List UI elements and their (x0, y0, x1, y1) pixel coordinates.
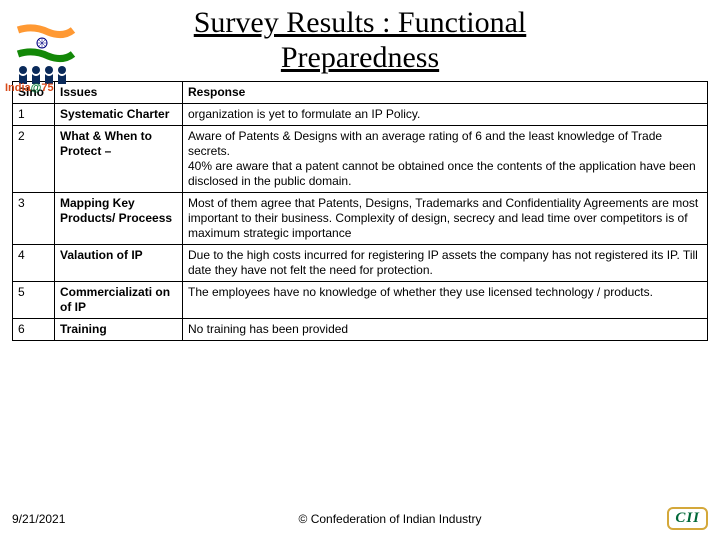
india-at-75-text: India@75 (5, 82, 54, 94)
cell-response: organization is yet to formulate an IP P… (183, 104, 708, 126)
page-title: Survey Results : Functional Preparedness (0, 0, 720, 81)
header-response: Response (183, 82, 708, 104)
survey-table-container: Slno Issues Response 1 Systematic Charte… (0, 81, 720, 341)
cell-slno: 3 (13, 193, 55, 245)
cell-slno: 4 (13, 245, 55, 282)
cell-issue: What & When to Protect – (55, 126, 183, 193)
table-row: 6 Training No training has been provided (13, 319, 708, 341)
survey-table: Slno Issues Response 1 Systematic Charte… (12, 81, 708, 341)
cell-slno: 2 (13, 126, 55, 193)
table-header-row: Slno Issues Response (13, 82, 708, 104)
cell-response: Aware of Patents & Designs with an avera… (183, 126, 708, 193)
cell-issue: Systematic Charter (55, 104, 183, 126)
cell-response: Most of them agree that Patents, Designs… (183, 193, 708, 245)
india-text: India (5, 82, 31, 94)
table-row: 1 Systematic Charter organization is yet… (13, 104, 708, 126)
title-line-1: Survey Results : Functional (194, 6, 527, 39)
table-row: 2 What & When to Protect – Aware of Pate… (13, 126, 708, 193)
cell-response: Due to the high costs incurred for regis… (183, 245, 708, 282)
cell-response: The employees have no knowledge of wheth… (183, 282, 708, 319)
cell-issue: Mapping Key Products/ Proceess (55, 193, 183, 245)
footer-logo-wrap: CII (648, 507, 708, 530)
footer-date: 9/21/2021 (12, 512, 132, 526)
table-row: 5 Commercializati on of IP The employees… (13, 282, 708, 319)
cii-logo: CII (667, 507, 708, 530)
cell-slno: 5 (13, 282, 55, 319)
seventy-five: 75 (41, 82, 53, 94)
cell-issue: Training (55, 319, 183, 341)
title-line-2: Preparedness (281, 41, 439, 74)
table-row: 4 Valaution of IP Due to the high costs … (13, 245, 708, 282)
cell-slno: 6 (13, 319, 55, 341)
footer-copyright: © Confederation of Indian Industry (132, 512, 648, 526)
footer: 9/21/2021 © Confederation of Indian Indu… (12, 507, 708, 530)
cell-issue: Valaution of IP (55, 245, 183, 282)
table-row: 3 Mapping Key Products/ Proceess Most of… (13, 193, 708, 245)
at-symbol: @ (31, 82, 42, 94)
cell-response: No training has been provided (183, 319, 708, 341)
cell-issue: Commercializati on of IP (55, 282, 183, 319)
india-flag-logo (8, 20, 78, 90)
cell-slno: 1 (13, 104, 55, 126)
